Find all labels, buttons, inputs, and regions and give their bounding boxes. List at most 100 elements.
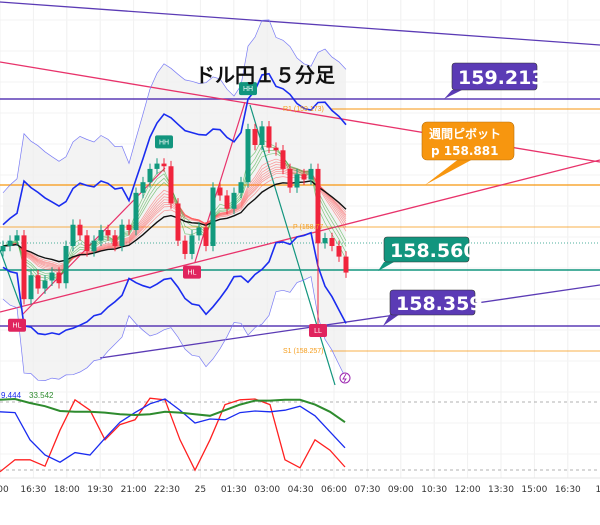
weekly-pivot-callout[interactable]: 週間ピボット p 158.881 xyxy=(421,121,515,185)
time-axis-label: 10:30 xyxy=(421,485,447,495)
svg-text:p 158.881: p 158.881 xyxy=(431,144,498,158)
purple-support-value: 158.359 xyxy=(396,293,483,315)
time-axis-label: 19:30 xyxy=(87,485,113,495)
candle-body xyxy=(231,192,237,209)
candle-body xyxy=(210,187,216,246)
candle-body xyxy=(147,168,153,183)
time-axis-label: 22:30 xyxy=(154,485,180,495)
time-axis-label: 07:30 xyxy=(354,485,380,495)
purple-downtrend-line xyxy=(0,1,600,46)
time-axis-label: 18:00 xyxy=(54,485,80,495)
candle-body xyxy=(14,235,20,241)
candle-body xyxy=(224,195,230,209)
time-axis-label: 09:00 xyxy=(388,485,414,495)
time-axis-label: 13:30 xyxy=(488,485,514,495)
pivot-r1-label: R1 (159.173) xyxy=(283,106,324,113)
candle-body xyxy=(168,166,174,204)
time-axis-label: 01:30 xyxy=(221,485,247,495)
candle-body xyxy=(35,275,41,289)
pivot-p-label: P (158.77 xyxy=(293,224,323,231)
candle-body xyxy=(189,235,195,254)
teal-support-label[interactable]: 158.560 xyxy=(378,236,477,271)
candle-body xyxy=(301,174,307,180)
time-axis-label: 18 xyxy=(595,485,600,495)
candle-body xyxy=(70,224,76,246)
swing-marker-hl xyxy=(183,265,201,279)
candle-body xyxy=(238,182,244,193)
weekly-pivot-prefix: p xyxy=(431,144,440,158)
candle-body xyxy=(21,235,27,300)
candle-body xyxy=(252,129,258,145)
candle-body xyxy=(336,245,342,257)
weekly-pivot-value: 158.881 xyxy=(444,144,499,158)
candle-body xyxy=(77,224,83,236)
candle-body xyxy=(0,245,6,252)
bollinger-lower xyxy=(2,231,347,336)
resistance-label[interactable]: 159.213 xyxy=(444,62,545,99)
time-axis-label: 16:30 xyxy=(20,485,46,495)
candle-body xyxy=(119,224,125,246)
resistance-value: 159.213 xyxy=(458,67,545,89)
candle-body xyxy=(161,163,167,167)
candle-body xyxy=(182,240,188,254)
osc-green-value: 33.542 xyxy=(29,391,54,400)
chart-title: ドル円１５分足 xyxy=(195,63,336,87)
candle-body xyxy=(154,163,160,169)
candle-body xyxy=(126,224,132,231)
time-axis-label: 16:30 xyxy=(555,485,581,495)
candle-body xyxy=(112,235,118,246)
ema-ribbon-red xyxy=(2,164,347,271)
candle-body xyxy=(98,230,104,241)
candle-body xyxy=(140,182,146,193)
candle-body xyxy=(287,168,293,188)
candle-body xyxy=(105,230,111,236)
candle-body xyxy=(7,240,13,246)
purple-support-label[interactable]: 158.359 xyxy=(383,289,483,326)
candle-body xyxy=(175,203,181,241)
time-axis-label: 12:00 xyxy=(455,485,481,495)
time-axis[interactable]: 00 16:30 18:00 19:30 21:00 22:30 25 01:30 03:00 0… xyxy=(0,485,600,495)
candle-body xyxy=(322,238,328,244)
candle-body xyxy=(91,240,97,252)
weekly-pivot-title: 週間ピボット xyxy=(429,126,501,141)
candle-body xyxy=(49,272,55,281)
candle-body xyxy=(245,129,251,183)
candle-body xyxy=(196,227,202,236)
time-axis-label: 00 xyxy=(0,485,9,495)
bollinger-upper xyxy=(2,72,347,226)
candles xyxy=(0,121,349,337)
bollinger-outer-lower xyxy=(2,276,347,381)
candle-body xyxy=(308,168,314,180)
teal-zigzag-line xyxy=(0,249,23,311)
candle-body xyxy=(203,227,209,246)
swing-marker-hh xyxy=(239,82,257,96)
candle-body xyxy=(266,126,272,148)
osc-blue-value: 9.444 xyxy=(1,391,22,400)
candle-body xyxy=(217,187,223,196)
time-axis-label: 03:00 xyxy=(254,485,280,495)
alert-icon[interactable] xyxy=(339,372,351,384)
swing-marker-label: HH xyxy=(243,86,253,93)
trend-lines xyxy=(0,1,600,386)
oscillator-pane: 9.444 33.542 xyxy=(0,391,600,473)
candle-body xyxy=(273,147,279,151)
oscillator-green-line xyxy=(0,397,346,424)
time-axis-label: 15:00 xyxy=(521,485,547,495)
swing-marker-label: LL xyxy=(314,328,322,335)
candle-body xyxy=(343,256,349,273)
candle-body xyxy=(42,280,48,289)
time-axis-label: 21:00 xyxy=(121,485,147,495)
time-axis-label: 25 xyxy=(195,485,206,495)
swing-marker-label: HH xyxy=(159,139,169,146)
swing-marker-ll xyxy=(309,324,327,338)
time-axis-label: 06:00 xyxy=(321,485,347,495)
candle-body xyxy=(259,126,265,145)
oscillator-blue-line xyxy=(0,398,346,463)
swing-markers: HL HH HL HH LL xyxy=(8,82,327,338)
candle-body xyxy=(315,168,321,244)
swing-marker-label: HL xyxy=(188,270,197,277)
swing-marker-label: HL xyxy=(13,323,22,330)
candle-body xyxy=(63,245,69,284)
candle-body xyxy=(133,192,139,231)
